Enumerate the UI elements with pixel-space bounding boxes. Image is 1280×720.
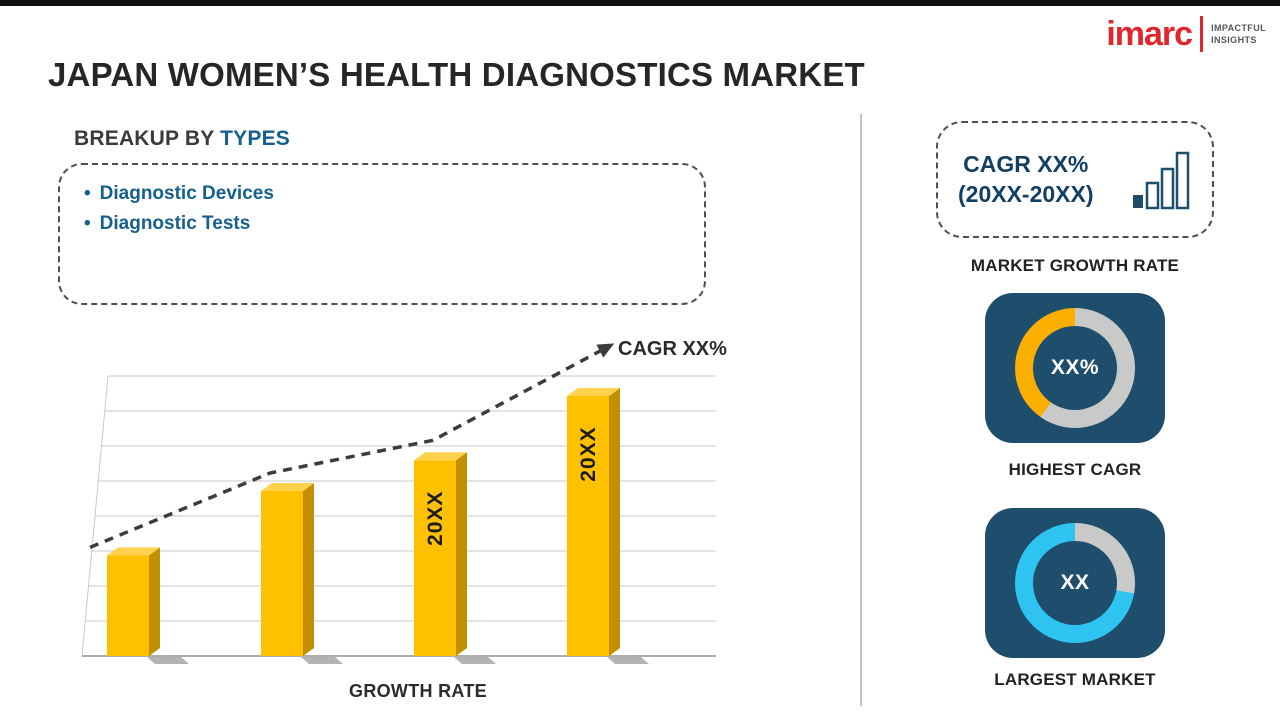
- bullet-icon: •: [84, 183, 91, 204]
- imarc-logo-text: imarc: [1106, 15, 1193, 53]
- cagr-box: CAGR XX% (20XX-20XX): [936, 121, 1214, 238]
- donut-value: XX%: [1033, 326, 1117, 410]
- logo-tagline: IMPACTFUL INSIGHTS: [1211, 22, 1266, 46]
- imarc-logo: imarc IMPACTFUL INSIGHTS: [1106, 16, 1266, 52]
- breakup-item-label: Diagnostic Devices: [99, 183, 274, 204]
- breakup-item-label: Diagnostic Tests: [99, 213, 251, 234]
- logo-tagline-line2: INSIGHTS: [1211, 35, 1257, 45]
- logo-divider: [1200, 16, 1204, 52]
- svg-text:20XX: 20XX: [424, 491, 447, 546]
- largest-market-label: LARGEST MARKET: [994, 670, 1156, 689]
- top-accent-bar: [0, 0, 1280, 6]
- breakup-heading: BREAKUP BY TYPES: [74, 127, 290, 151]
- donut-largest-market: XX: [1015, 523, 1135, 643]
- list-item: • Diagnostic Devices: [84, 179, 680, 209]
- cagr-trend-label: CAGR XX%: [618, 338, 727, 360]
- highest-cagr-card: XX%: [985, 293, 1165, 443]
- logo-tagline-line1: IMPACTFUL: [1211, 22, 1266, 33]
- growth-rate-chart: 20XX 20XX CAGR XX%: [60, 336, 727, 680]
- bar-chart-icon: [1133, 151, 1190, 209]
- breakup-box: • Diagnostic Devices • Diagnostic Tests: [58, 163, 706, 305]
- breakup-heading-accent: TYPES: [220, 127, 290, 150]
- market-growth-rate-label: MARKET GROWTH RATE: [970, 256, 1180, 275]
- largest-market-card: XX: [985, 508, 1165, 658]
- svg-text:20XX: 20XX: [577, 426, 600, 481]
- list-item: • Diagnostic Tests: [84, 209, 680, 239]
- cagr-period: (20XX-20XX): [958, 180, 1094, 207]
- bar-chart-canvas: 20XX 20XX: [81, 343, 716, 664]
- page-title: JAPAN WOMEN’S HEALTH DIAGNOSTICS MARKET: [48, 56, 865, 93]
- bullet-icon: •: [84, 213, 91, 234]
- x-axis-title: GROWTH RATE: [349, 681, 487, 701]
- donut-value: XX: [1033, 541, 1117, 625]
- breakup-heading-prefix: BREAKUP BY: [74, 127, 215, 150]
- highest-cagr-label: HIGHEST CAGR: [1008, 460, 1142, 479]
- donut-highest-cagr: XX%: [1015, 308, 1135, 428]
- section-divider: [860, 114, 862, 706]
- cagr-box-text: CAGR XX% (20XX-20XX): [958, 150, 1094, 210]
- cagr-value: CAGR XX%: [963, 150, 1089, 177]
